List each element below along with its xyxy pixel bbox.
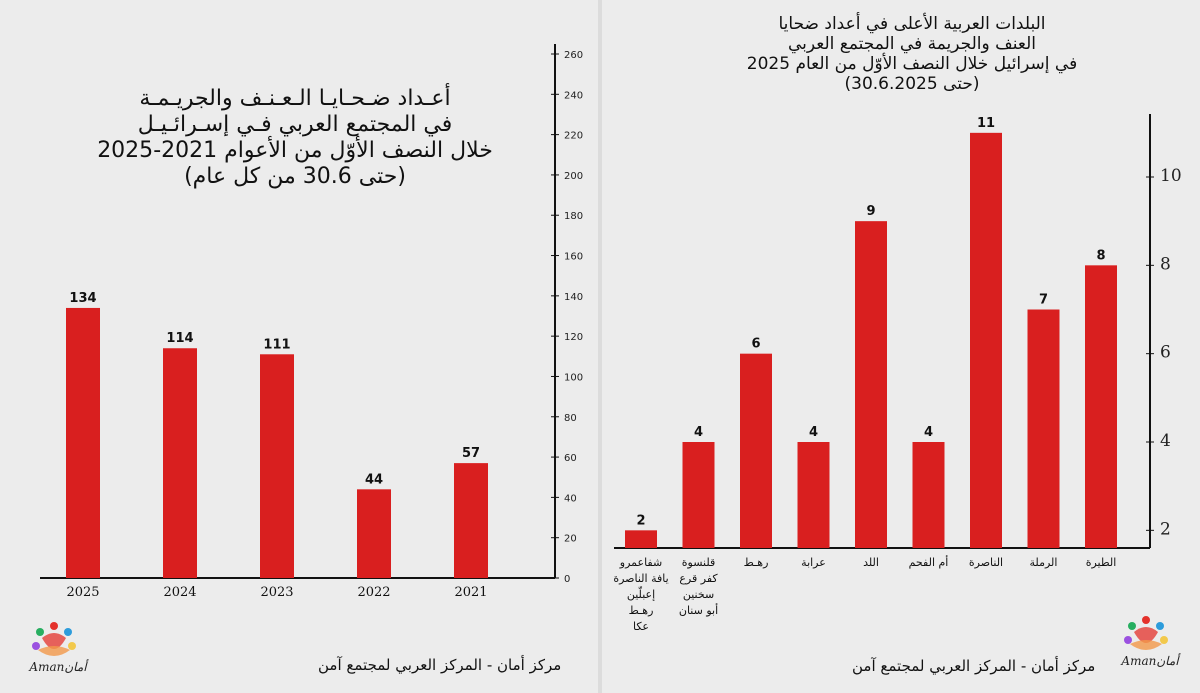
y-tick-label: 120: [564, 332, 583, 343]
x-category-label: رهـط: [744, 556, 769, 569]
bar: [625, 530, 657, 548]
right-title-line-4: (حتى 30.6.2025): [844, 74, 980, 95]
x-category-label: عرابة: [801, 556, 826, 569]
left-panel: أعـداد ضـحـايـا الـعـنـف والجريـمـة في ا…: [0, 0, 598, 693]
x-category-label: قلنسوة: [682, 556, 715, 569]
bar-value-label: 6: [751, 337, 760, 352]
left-title-line-3: خلال النصف الأوّل من الأعوام 2021-2025: [97, 137, 493, 163]
right-title-line-3: في إسرائيل خلال النصف الأوّل من العام 20…: [746, 54, 1078, 75]
y-tick-label: 240: [564, 90, 583, 101]
y-tick-label: 180: [564, 211, 583, 222]
left-chart: 0 20 40 60 80 100 120 140 160 180 200 220 240 260 134 2…: [40, 44, 583, 600]
bar: [357, 489, 391, 578]
x-category-label: 2023: [260, 585, 293, 600]
x-category-label: إعبلّين: [627, 586, 655, 601]
y-tick-label: 200: [564, 171, 583, 182]
bar: [66, 307, 100, 578]
bar-value-label: 57: [462, 446, 480, 461]
bar-value-label: 4: [809, 425, 818, 440]
x-category-label: يافة الناصرة: [613, 572, 668, 585]
bar-value-label: 4: [694, 425, 703, 440]
logo-text: Amanأمان: [1121, 654, 1179, 668]
right-chart-title: البلدات العربية الأعلى في أعداد ضحايا ال…: [702, 14, 1122, 94]
y-tick-label: 10: [1160, 166, 1182, 186]
x-category-label: اللد: [863, 556, 879, 569]
right-footer-credit: مركز أمان - المركز العربي لمجتمع آمن: [852, 657, 1096, 675]
bar-value-label: 2: [636, 513, 645, 528]
left-title-line-1: أعـداد ضـحـايـا الـعـنـف والجريـمـة: [139, 86, 451, 111]
x-category-label: أم الفحم: [909, 555, 949, 569]
right-panel: البلدات العربية الأعلى في أعداد ضحايا ال…: [602, 0, 1200, 693]
bar: [912, 442, 945, 548]
bar-value-label: 111: [263, 337, 290, 352]
left-title-line-2: في المجتمع العربي فـي إسـرائـيـل: [137, 111, 453, 137]
x-category-label: رهـط: [629, 604, 654, 617]
bar: [682, 442, 715, 548]
panel-divider: [598, 0, 602, 693]
bar-value-label: 11: [977, 116, 995, 131]
left-title-line-4: (حتى 30.6 من كل عام): [184, 163, 406, 189]
bar-value-label: 7: [1039, 293, 1048, 308]
right-title-line-2: العنف والجريمة في المجتمع العربي: [788, 34, 1036, 55]
y-tick-label: 0: [564, 574, 570, 585]
y-tick-label: 2: [1160, 519, 1171, 539]
bar: [163, 348, 197, 578]
y-tick-label: 20: [564, 534, 577, 545]
bar-value-label: 134: [69, 291, 96, 306]
bar: [1027, 309, 1060, 548]
right-title-line-1: البلدات العربية الأعلى في أعداد ضحايا: [778, 14, 1046, 34]
aman-logo: Amanأمان: [1120, 614, 1179, 670]
y-tick-label: 220: [564, 131, 583, 142]
logo-text: Amanأمان: [29, 660, 87, 674]
y-tick-label: 100: [564, 372, 583, 383]
bar-value-label: 114: [166, 331, 193, 346]
y-tick-label: 160: [564, 252, 583, 263]
bar: [260, 354, 294, 578]
x-category-label: 2025: [66, 585, 99, 600]
y-tick-label: 8: [1160, 254, 1171, 274]
bar-value-label: 4: [924, 425, 933, 440]
x-category-label: عكا: [633, 620, 649, 633]
y-tick-label: 4: [1160, 431, 1171, 451]
x-category-label: كفر قرع: [679, 572, 718, 585]
bar-value-label: 8: [1096, 248, 1105, 263]
bar: [1085, 265, 1117, 548]
y-tick-label: 40: [564, 493, 577, 504]
bar-value-label: 44: [365, 472, 383, 487]
bar-value-label: 9: [866, 204, 875, 219]
y-tick-label: 260: [564, 50, 583, 61]
bar: [855, 221, 887, 548]
bar: [970, 132, 1002, 549]
x-category-label: 2024: [163, 585, 196, 600]
x-category-label: 2021: [454, 585, 487, 600]
x-category-label: الناصرة: [969, 556, 1003, 569]
x-category-label: الطيرة: [1086, 556, 1117, 569]
left-chart-title: أعـداد ضـحـايـا الـعـنـف والجريـمـة في ا…: [60, 86, 530, 190]
aman-logo: Amanأمان: [28, 620, 87, 676]
bar: [797, 442, 830, 548]
x-category-label: 2022: [357, 585, 390, 600]
bar: [740, 353, 772, 548]
y-tick-label: 60: [564, 453, 577, 464]
x-category-label: سخنين: [683, 588, 714, 601]
x-category-label: شفاعمرو: [619, 556, 662, 569]
y-tick-label: 6: [1160, 343, 1171, 363]
x-category-label: الرملة: [1030, 556, 1058, 569]
bar: [454, 463, 488, 578]
x-category-label: أبو سنان: [679, 603, 718, 617]
y-tick-label: 140: [564, 292, 583, 303]
left-footer-credit: مركز أمان - المركز العربي لمجتمع آمن: [318, 656, 562, 674]
y-tick-label: 80: [564, 413, 577, 424]
